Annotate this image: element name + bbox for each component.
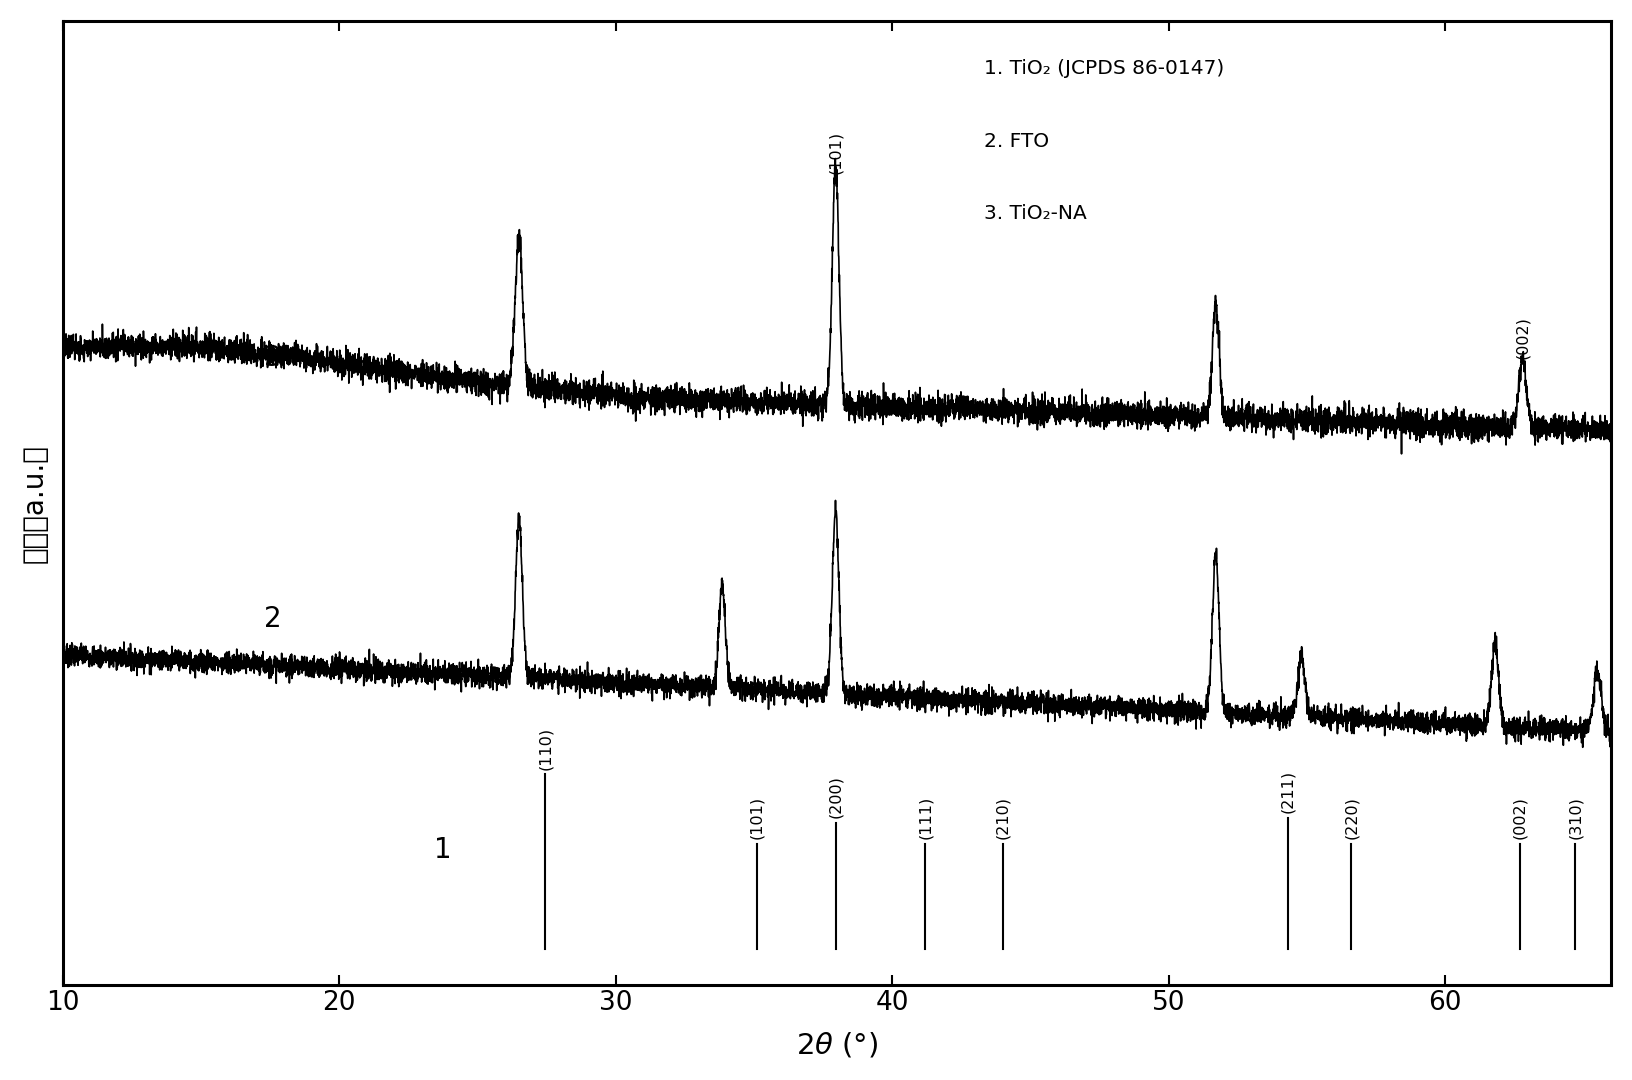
Text: (210): (210) — [996, 796, 1010, 839]
Text: (101): (101) — [749, 796, 764, 839]
Text: 2: 2 — [264, 605, 282, 633]
Text: (101): (101) — [827, 131, 844, 174]
X-axis label: $2\theta$ (°): $2\theta$ (°) — [796, 1030, 878, 1059]
Text: (002): (002) — [1514, 315, 1531, 359]
Text: (110): (110) — [537, 727, 553, 770]
Text: (002): (002) — [1513, 796, 1528, 839]
Text: (111): (111) — [917, 796, 934, 839]
Text: 1: 1 — [434, 836, 452, 864]
Text: (220): (220) — [1343, 796, 1359, 839]
Text: 1. TiO₂ (JCPDS 86-0147): 1. TiO₂ (JCPDS 86-0147) — [984, 59, 1224, 79]
Y-axis label: 强度（a.u.）: 强度（a.u.） — [21, 444, 49, 563]
Text: (310): (310) — [1568, 796, 1583, 839]
Text: 2. FTO: 2. FTO — [984, 132, 1049, 151]
Text: 3. TiO₂-NA: 3. TiO₂-NA — [984, 204, 1087, 224]
Text: (200): (200) — [827, 775, 844, 819]
Text: (211): (211) — [1279, 770, 1296, 813]
Text: 3: 3 — [264, 345, 282, 373]
